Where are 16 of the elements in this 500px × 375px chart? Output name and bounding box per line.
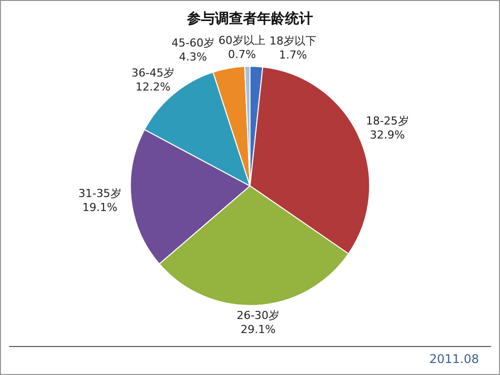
slice-label: 31-35岁	[78, 186, 122, 200]
chart-title: 参与调查者年龄统计	[186, 10, 313, 28]
text: 2011.08	[429, 352, 479, 366]
slice-label: 18岁以下	[269, 34, 316, 48]
data-label: 32.9%	[370, 128, 405, 142]
slice-label: 45-60岁	[171, 36, 214, 50]
slice-label: 26-30岁	[236, 309, 280, 322]
data-label: 12.2%	[135, 80, 170, 94]
slice-label: 60岁以上	[218, 34, 266, 48]
data-label: 19.1%	[82, 200, 118, 214]
slice-label: 18-25岁	[366, 114, 409, 128]
data-label: 4.3%	[179, 50, 207, 64]
data-label: 1.7%	[278, 48, 307, 62]
data-label: 0.7%	[228, 48, 256, 62]
slice-label: 36-45岁	[131, 66, 174, 80]
data-label: 29.1%	[240, 323, 276, 336]
